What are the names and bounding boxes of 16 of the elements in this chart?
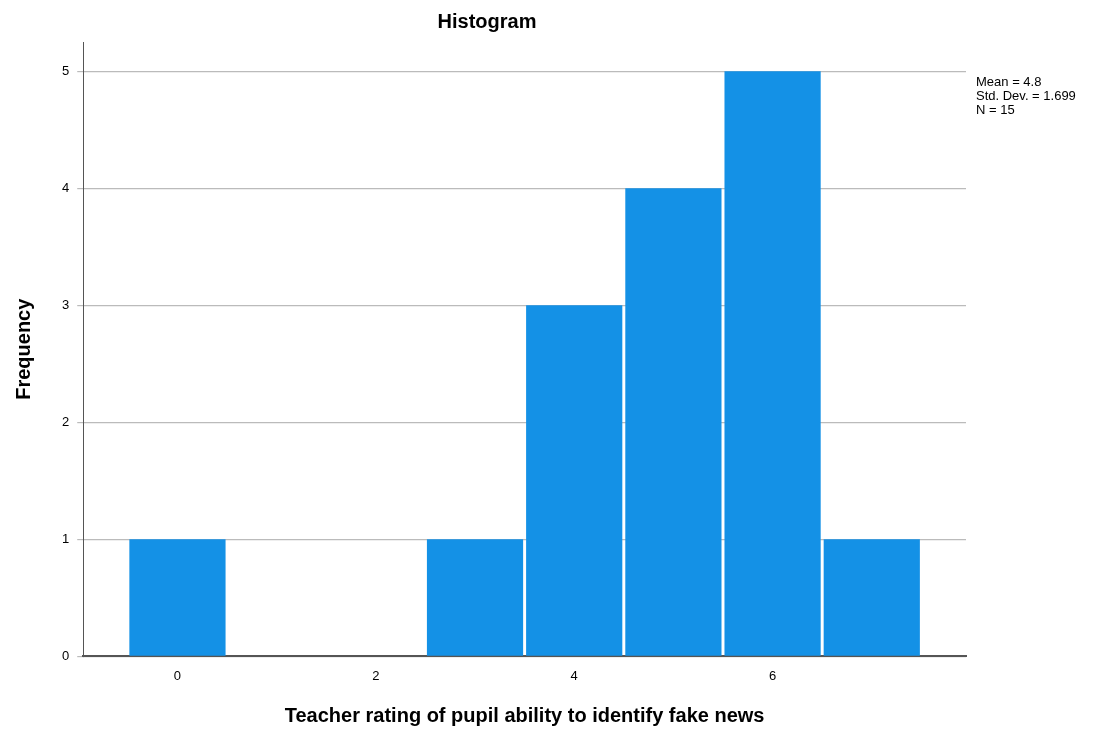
- text: Mean = 4.8: [976, 74, 1042, 90]
- y-tick-label: 4: [62, 179, 70, 195]
- y-tick-label: 0: [62, 647, 70, 663]
- y-tick-label: 3: [62, 296, 70, 312]
- x-tick-label: 2: [372, 667, 380, 683]
- y-tick-label: 1: [62, 530, 70, 546]
- chart-title: Histogram: [437, 9, 537, 32]
- y-axis-title: Frequency: [11, 297, 34, 400]
- x-axis-title: Teacher rating of pupil ability to identify fake news: [284, 703, 765, 726]
- text: Std. Dev. = 1.699: [976, 88, 1076, 104]
- y-tick-label: 5: [62, 62, 70, 78]
- text: N = 15: [976, 102, 1015, 118]
- x-tick-label: 0: [173, 667, 182, 683]
- x-tick-label: 6: [768, 667, 777, 683]
- x-tick-label: 4: [570, 667, 578, 683]
- y-tick-label: 2: [62, 413, 70, 429]
